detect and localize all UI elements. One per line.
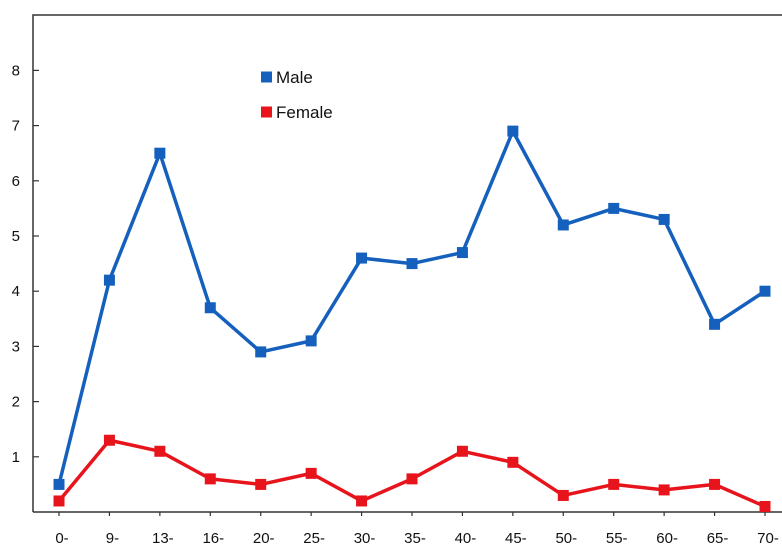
y-tick-label: 7 <box>12 118 20 135</box>
data-point-female <box>709 478 721 490</box>
data-point-female <box>103 434 115 446</box>
data-point-female <box>406 473 418 485</box>
data-point-female <box>608 478 620 490</box>
data-point-female <box>557 489 569 501</box>
data-point-male <box>356 252 368 264</box>
data-point-male <box>154 147 166 159</box>
y-tick-label: 8 <box>12 62 20 79</box>
data-point-female <box>53 495 65 507</box>
y-tick-label: 5 <box>12 228 20 245</box>
data-point-female <box>759 500 771 512</box>
x-tick-label: 0- <box>55 530 68 546</box>
series-group <box>53 125 771 512</box>
data-point-female <box>204 473 216 485</box>
legend-label-female: Female <box>276 103 333 122</box>
legend: Male Female <box>261 68 333 122</box>
x-tick-label: 20- <box>253 530 275 546</box>
y-axis-ticks: 1 2 3 4 5 6 7 8 <box>12 62 39 466</box>
legend-swatch-male <box>261 71 272 83</box>
data-point-male <box>305 335 317 347</box>
x-tick-label: 60- <box>656 530 678 546</box>
y-tick-label: 6 <box>12 173 20 190</box>
data-point-female <box>255 478 267 490</box>
series-line-male <box>57 129 767 487</box>
x-tick-label: 70- <box>757 530 779 546</box>
data-point-male <box>103 274 115 286</box>
data-point-male <box>406 258 418 270</box>
data-point-male <box>255 346 267 358</box>
data-point-female <box>456 445 468 457</box>
data-point-male <box>759 285 771 297</box>
data-point-male <box>608 202 620 214</box>
x-tick-label: 45- <box>505 530 527 546</box>
series-male <box>53 125 771 490</box>
data-point-female <box>356 495 368 507</box>
data-point-male <box>658 213 670 225</box>
data-point-female <box>154 445 166 457</box>
data-point-male <box>507 125 519 137</box>
data-point-male <box>456 247 468 259</box>
x-tick-label: 55- <box>606 530 628 546</box>
data-point-male <box>557 219 569 231</box>
data-point-male <box>53 478 65 490</box>
y-tick-label: 4 <box>12 283 20 300</box>
x-tick-label: 9- <box>106 530 119 546</box>
data-point-female <box>658 484 670 496</box>
data-point-female <box>305 467 317 479</box>
x-axis-ticks: 0- 9- 13- 16- 20- 25- 30- 35- 40- 45- 50- 55- 60- 65-… <box>55 512 779 546</box>
series-female <box>53 434 771 512</box>
y-tick-label: 2 <box>12 394 20 411</box>
x-tick-label: 50- <box>555 530 577 546</box>
y-tick-label: 3 <box>12 338 20 355</box>
x-tick-label: 13- <box>152 530 174 546</box>
x-tick-label: 65- <box>707 530 729 546</box>
x-tick-label: 25- <box>303 530 325 546</box>
legend-label-male: Male <box>276 68 313 87</box>
data-point-female <box>507 456 519 468</box>
y-tick-label: 1 <box>12 449 20 466</box>
legend-swatch-female <box>261 106 272 118</box>
data-point-male <box>709 318 721 330</box>
x-tick-label: 35- <box>404 530 426 546</box>
x-tick-label: 16- <box>202 530 224 546</box>
x-tick-label: 30- <box>354 530 376 546</box>
data-point-male <box>204 302 216 314</box>
x-tick-label: 40- <box>455 530 477 546</box>
